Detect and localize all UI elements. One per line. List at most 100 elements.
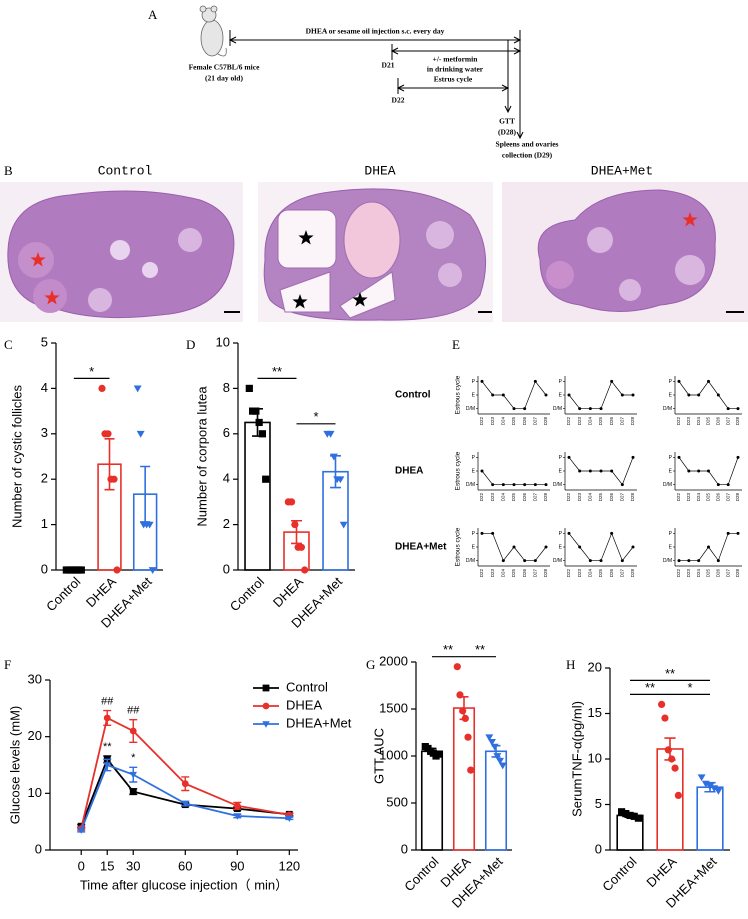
significance-label: * bbox=[687, 680, 692, 695]
data-point bbox=[567, 455, 571, 459]
y-tick-label: 2 bbox=[223, 516, 230, 531]
y-tick-label: D/M bbox=[553, 482, 562, 488]
y-axis-label: Estrous cycle bbox=[455, 451, 462, 490]
diagram-text: Spleens and ovaries bbox=[496, 140, 559, 149]
x-tick-label: D25 bbox=[706, 493, 711, 502]
data-point bbox=[599, 469, 603, 473]
data-point bbox=[622, 810, 630, 818]
y-tick-label: 3 bbox=[41, 425, 48, 440]
data-point bbox=[599, 407, 603, 411]
significance-label: ** bbox=[475, 642, 485, 657]
data-point bbox=[726, 531, 730, 535]
data-point bbox=[687, 393, 691, 397]
data-point bbox=[533, 379, 537, 383]
data-point bbox=[630, 812, 638, 820]
x-tick-label: D22 bbox=[566, 569, 571, 578]
panel-letter: H bbox=[566, 657, 575, 672]
x-tick-label: D26 bbox=[522, 569, 527, 578]
x-tick-label: D27 bbox=[533, 417, 538, 426]
x-tick-label: D28 bbox=[630, 417, 635, 426]
diagram-text: D22 bbox=[392, 96, 405, 105]
x-tick-label: Control bbox=[401, 854, 441, 894]
data-point bbox=[697, 559, 701, 563]
x-tick-label: D25 bbox=[598, 417, 603, 426]
diagram-text: (21 day old) bbox=[205, 74, 243, 83]
x-tick-label: D22 bbox=[566, 417, 571, 426]
data-point bbox=[668, 755, 676, 763]
image-title: Control bbox=[98, 163, 153, 178]
x-tick-label: D22 bbox=[676, 417, 681, 426]
data-point bbox=[523, 483, 527, 487]
data-point bbox=[133, 385, 142, 393]
x-tick-label: 90 bbox=[230, 858, 244, 873]
x-tick-label: D23 bbox=[686, 493, 691, 502]
histology-image bbox=[258, 182, 493, 322]
data-point bbox=[496, 757, 504, 765]
x-tick-label: D24 bbox=[588, 493, 593, 502]
data-point bbox=[620, 393, 624, 397]
x-tick-label: D26 bbox=[609, 569, 614, 578]
y-tick-label: 10 bbox=[216, 334, 230, 349]
y-tick-label: E bbox=[669, 392, 673, 398]
diagram-text: D21 bbox=[382, 61, 395, 70]
significance-label: * bbox=[89, 364, 94, 379]
data-point bbox=[533, 559, 537, 563]
panel-letter: G bbox=[366, 657, 375, 672]
data-point bbox=[129, 771, 137, 779]
y-tick-label: E bbox=[472, 392, 476, 398]
series-line bbox=[80, 716, 290, 829]
diagram-text: +/- metformin bbox=[433, 55, 479, 64]
significance-label: ** bbox=[665, 666, 675, 681]
y-tick-label: P bbox=[559, 531, 563, 537]
y-tick-label: P bbox=[669, 455, 673, 461]
x-tick-label: D22 bbox=[676, 493, 681, 502]
data-point bbox=[326, 430, 335, 438]
data-point bbox=[233, 802, 241, 810]
x-tick-label: D25 bbox=[511, 569, 516, 578]
data-point bbox=[480, 531, 484, 535]
data-point bbox=[491, 531, 495, 535]
data-point bbox=[459, 707, 467, 715]
data-point bbox=[533, 483, 537, 487]
data-point bbox=[258, 430, 267, 438]
data-point bbox=[599, 559, 603, 563]
data-point bbox=[113, 566, 121, 574]
data-point bbox=[110, 475, 118, 483]
data-point bbox=[103, 762, 111, 769]
y-tick-label: 15 bbox=[588, 705, 602, 720]
data-point bbox=[710, 785, 719, 793]
data-point bbox=[480, 469, 484, 473]
series-line bbox=[80, 763, 290, 831]
data-point bbox=[707, 379, 710, 383]
data-point bbox=[620, 559, 624, 563]
data-point bbox=[136, 430, 145, 438]
data-point bbox=[103, 714, 111, 722]
x-tick-label: D22 bbox=[479, 417, 484, 426]
y-tick-label: P bbox=[559, 379, 563, 385]
data-point bbox=[336, 476, 345, 484]
x-tick-label: D28 bbox=[630, 493, 635, 502]
data-point bbox=[674, 791, 683, 800]
x-tick-label: 120 bbox=[278, 858, 300, 873]
timeline bbox=[228, 30, 524, 140]
x-tick-label: 15 bbox=[100, 858, 114, 873]
x-tick-label: D27 bbox=[533, 569, 538, 578]
x-tick-label: D23 bbox=[490, 569, 495, 578]
x-tick-label: D23 bbox=[577, 417, 582, 426]
y-tick-label: 0 bbox=[595, 841, 602, 856]
x-tick-label: D25 bbox=[598, 493, 603, 502]
data-point bbox=[631, 455, 635, 459]
data-point bbox=[287, 498, 296, 506]
bar bbox=[452, 707, 476, 851]
significance-label: ** bbox=[103, 741, 112, 753]
x-tick-label: D24 bbox=[501, 569, 506, 578]
data-point bbox=[687, 559, 691, 563]
legend-marker bbox=[262, 684, 270, 692]
y-tick-label: P bbox=[669, 379, 673, 385]
data-point bbox=[578, 545, 582, 549]
data-point bbox=[726, 407, 730, 411]
data-point bbox=[488, 739, 496, 746]
y-tick-label: P bbox=[472, 455, 476, 461]
significance-label: ** bbox=[645, 680, 655, 695]
y-axis-label: Glucose levels (mM) bbox=[7, 706, 22, 824]
